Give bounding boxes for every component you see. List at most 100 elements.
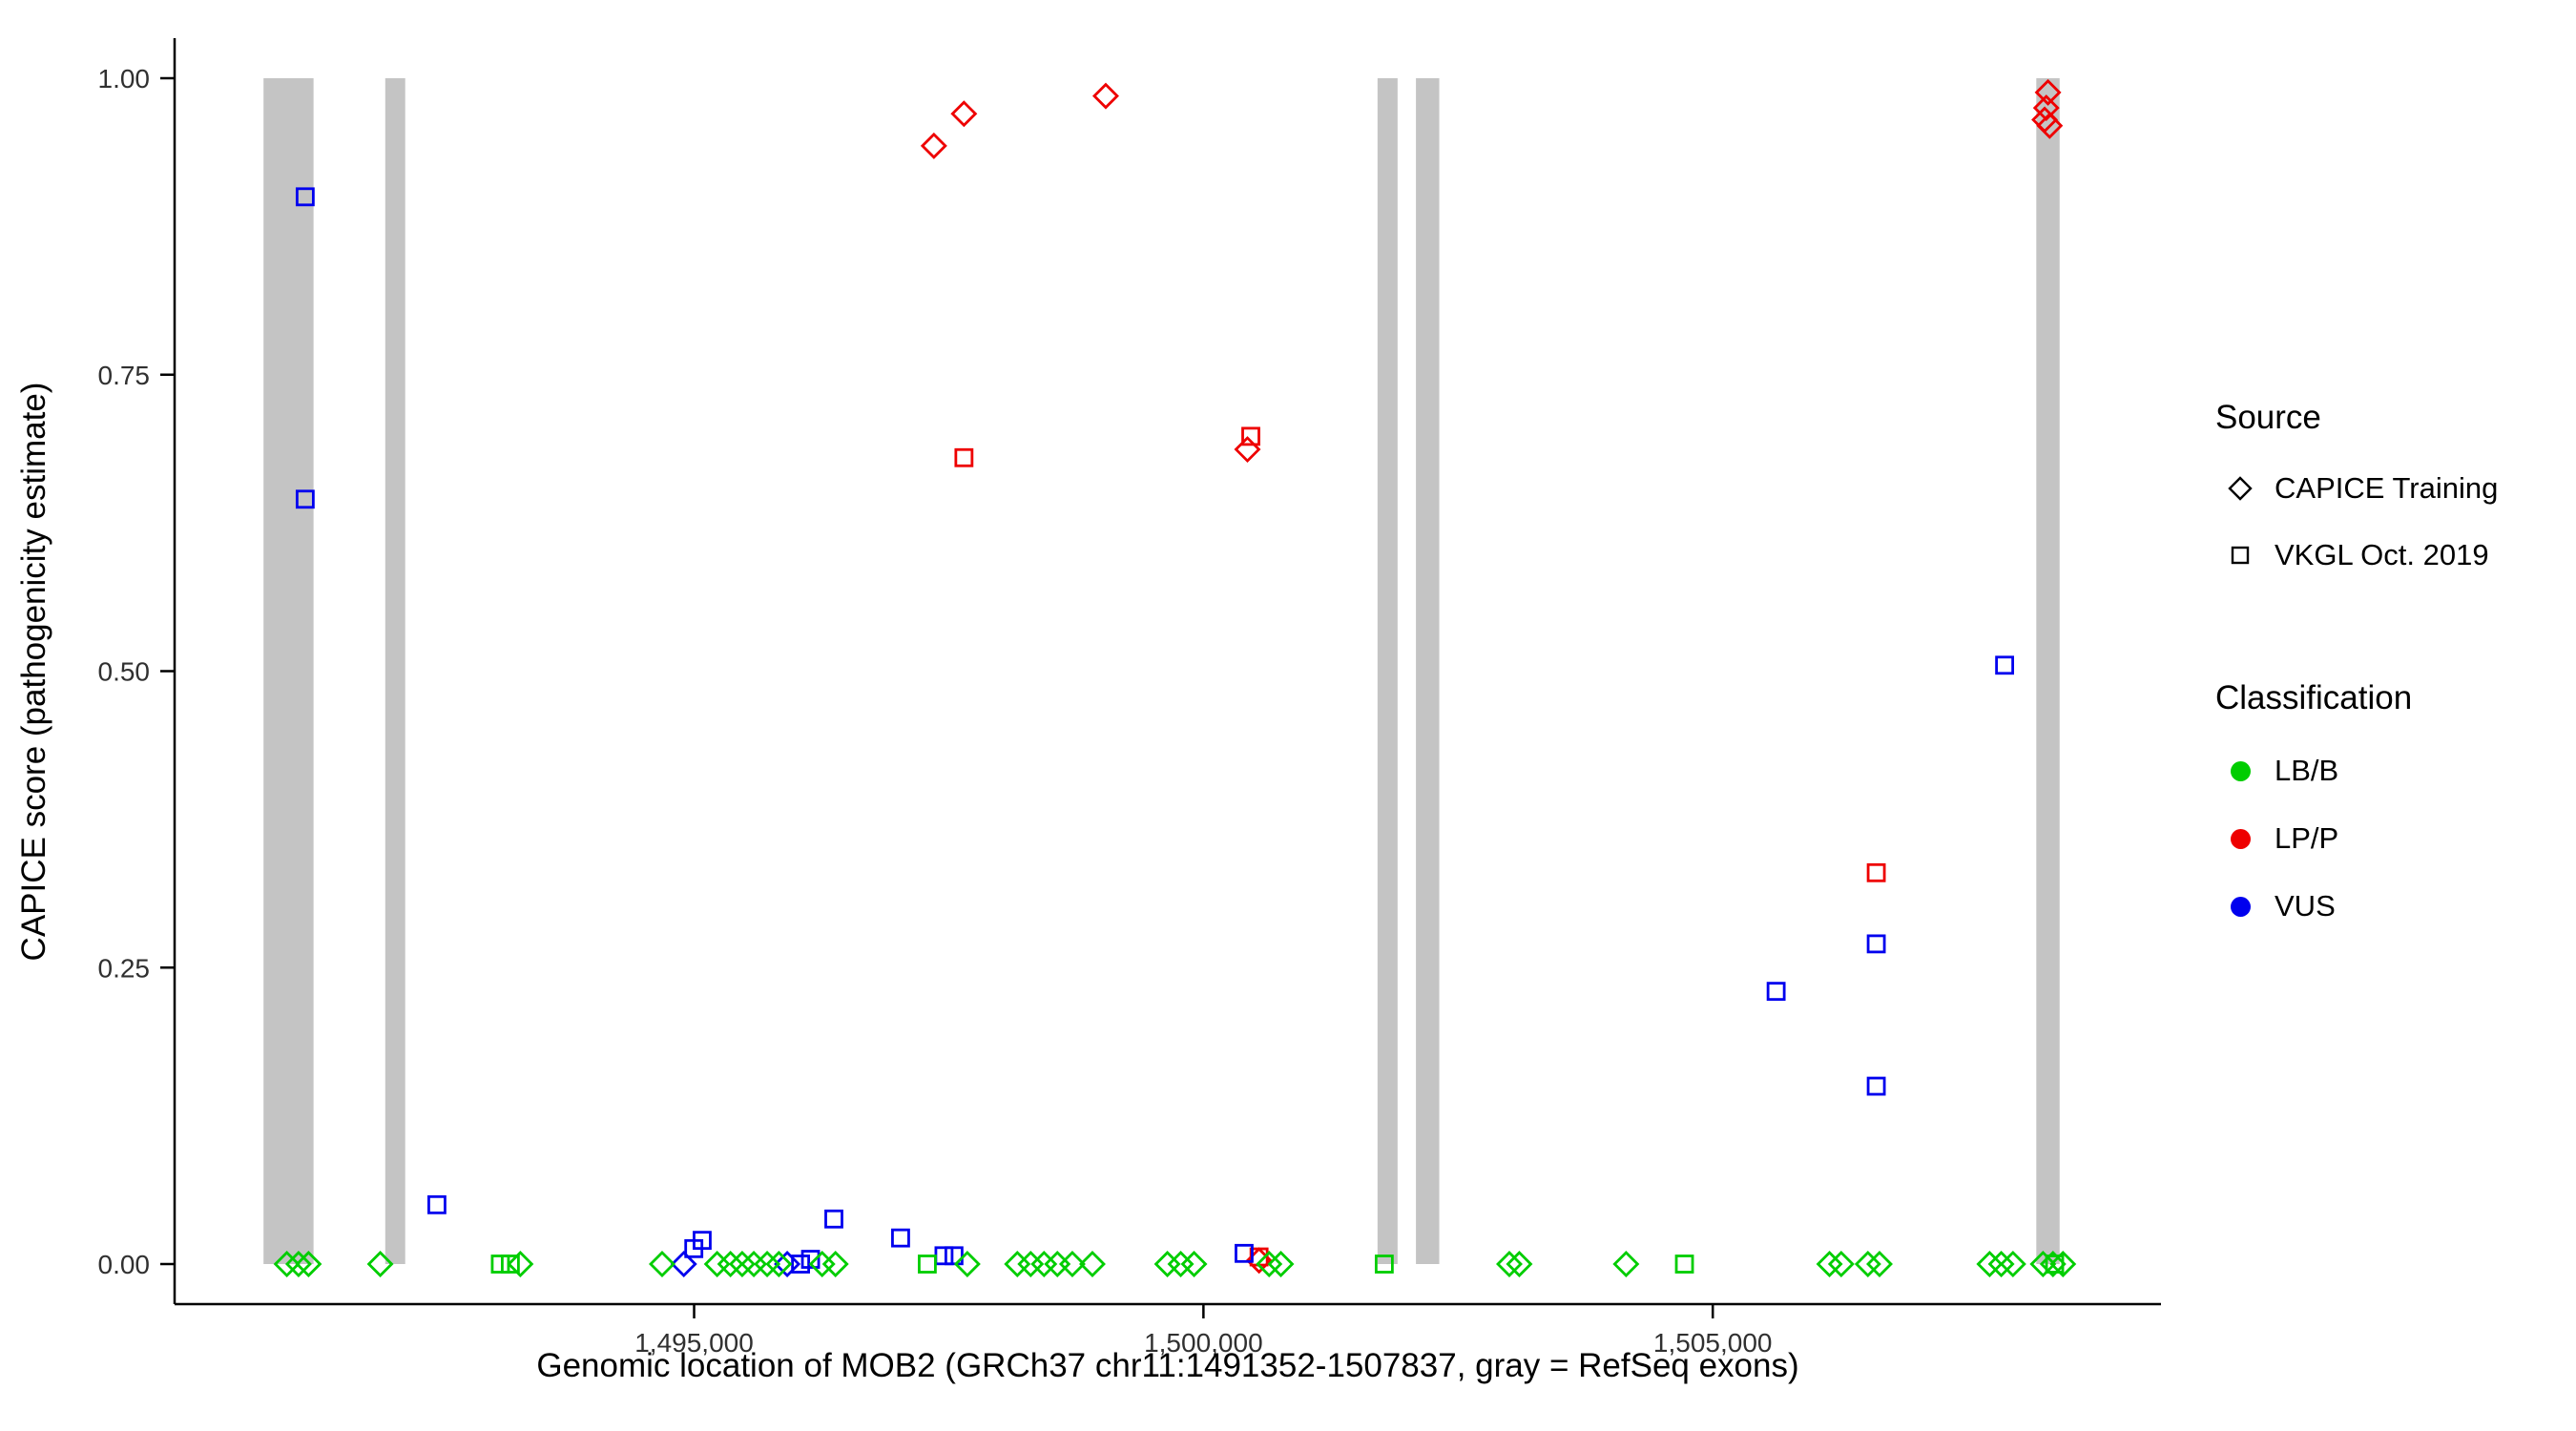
refseq-exon-bar <box>263 78 314 1264</box>
y-axis-title: CAPICE score (pathogenicity estimate) <box>15 382 52 962</box>
data-point-square <box>693 1231 712 1251</box>
data-point-diamond <box>1030 1251 1058 1277</box>
data-point-diamond <box>1827 1251 1855 1277</box>
data-point-diamond <box>2039 1251 2067 1277</box>
data-point-square <box>295 489 315 509</box>
y-tick-label: 0.25 <box>98 953 151 983</box>
data-point-diamond <box>1267 1251 1295 1277</box>
data-point-square <box>1995 655 2015 675</box>
data-point-square <box>1866 862 1886 882</box>
data-point-diamond <box>1496 1251 1523 1277</box>
data-point-square <box>800 1250 821 1269</box>
legend-item-lbb: LB/B <box>2223 744 2338 798</box>
data-point-diamond <box>1004 1251 1031 1277</box>
x-axis-title: Genomic location of MOB2 (GRCh37 chr11:1… <box>536 1347 1799 1384</box>
legend-classification-title: Classification <box>2215 679 2413 716</box>
legend-item-label: VUS <box>2275 889 2336 923</box>
red-dot-icon <box>2223 828 2257 849</box>
data-point-square <box>918 1255 937 1274</box>
data-point-diamond <box>1612 1251 1640 1277</box>
data-point-diamond <box>703 1251 731 1277</box>
legend-item-label: CAPICE Training <box>2275 471 2499 505</box>
legend-item-label: LP/P <box>2275 821 2339 855</box>
data-point-diamond <box>649 1251 675 1277</box>
data-point-square <box>1674 1255 1694 1274</box>
data-point-diamond <box>284 1251 312 1277</box>
green-dot-icon <box>2223 760 2257 781</box>
legend-item-vus: VUS <box>2223 880 2336 933</box>
x-tick-label: 1,500,000 <box>1144 1328 1263 1358</box>
data-point-diamond <box>1256 1251 1283 1277</box>
data-point-square <box>427 1194 447 1214</box>
data-point-diamond <box>950 100 978 128</box>
data-point-diamond <box>273 1251 301 1277</box>
legend-source-title: Source <box>2215 399 2321 436</box>
data-point-diamond <box>1044 1251 1071 1277</box>
data-point-diamond <box>1153 1251 1181 1277</box>
data-point-diamond <box>1999 1251 2026 1277</box>
data-point-square <box>1866 934 1886 954</box>
data-point-diamond <box>808 1251 836 1277</box>
data-point-square <box>295 187 315 207</box>
data-point-diamond <box>1180 1251 1208 1277</box>
data-point-diamond <box>1854 1251 1881 1277</box>
data-point-square <box>944 1246 964 1266</box>
data-point-diamond <box>295 1251 322 1277</box>
data-point-diamond <box>1058 1251 1086 1277</box>
data-point-diamond <box>754 1251 781 1277</box>
data-point-diamond <box>1506 1251 1533 1277</box>
data-point-diamond <box>728 1251 756 1277</box>
x-tick-label: 1,495,000 <box>634 1328 754 1358</box>
data-point-square <box>1235 1243 1254 1263</box>
data-point-square <box>1766 982 1786 1002</box>
data-point-square <box>1866 1076 1886 1096</box>
data-point-diamond <box>670 1251 697 1277</box>
data-point-diamond <box>1092 82 1119 110</box>
data-point-diamond <box>1816 1251 1843 1277</box>
data-point-square <box>1241 426 1260 446</box>
data-point-square <box>891 1228 910 1248</box>
square-marker-icon <box>2223 541 2257 570</box>
data-point-diamond <box>1976 1251 2004 1277</box>
y-tick-label: 0.50 <box>98 657 151 687</box>
data-point-square <box>934 1246 954 1266</box>
refseq-exon-bar <box>1377 78 1398 1264</box>
data-point-diamond <box>1866 1251 1893 1277</box>
data-point-diamond <box>717 1251 744 1277</box>
x-tick-label: 1,505,000 <box>1653 1328 1773 1358</box>
data-point-square <box>791 1255 810 1274</box>
refseq-exon-bar <box>384 78 405 1264</box>
data-point-diamond <box>1017 1251 1045 1277</box>
data-point-diamond <box>1987 1251 2015 1277</box>
y-tick-label: 0.00 <box>98 1250 151 1279</box>
data-point-diamond <box>507 1251 534 1277</box>
blue-dot-icon <box>2223 896 2257 917</box>
data-point-diamond <box>1079 1251 1106 1277</box>
refseq-exon-bar <box>2036 78 2060 1264</box>
data-point-diamond <box>2029 1251 2057 1277</box>
data-point-square <box>501 1255 520 1274</box>
legend-item-capice-training: CAPICE Training <box>2223 462 2498 515</box>
data-point-diamond <box>765 1251 793 1277</box>
diamond-marker-icon <box>2223 474 2257 503</box>
data-point-diamond <box>2034 78 2062 106</box>
data-point-square <box>954 447 974 467</box>
data-point-diamond <box>1234 436 1261 464</box>
legend-item-label: VKGL Oct. 2019 <box>2275 538 2489 571</box>
data-point-diamond <box>1167 1251 1195 1277</box>
data-point-diamond <box>740 1251 768 1277</box>
data-point-diamond <box>821 1251 849 1277</box>
data-point-diamond <box>953 1251 981 1277</box>
data-point-square <box>824 1209 843 1229</box>
data-point-diamond <box>774 1251 801 1277</box>
legend-item-label: LB/B <box>2275 754 2339 787</box>
y-tick-label: 1.00 <box>98 64 151 93</box>
y-tick-label: 0.75 <box>98 361 151 390</box>
legend-item-vkgl: VKGL Oct. 2019 <box>2223 529 2489 582</box>
data-point-square <box>490 1255 510 1274</box>
data-point-diamond <box>366 1251 394 1277</box>
data-point-square <box>1374 1255 1394 1274</box>
refseq-exon-bar <box>1416 78 1440 1264</box>
